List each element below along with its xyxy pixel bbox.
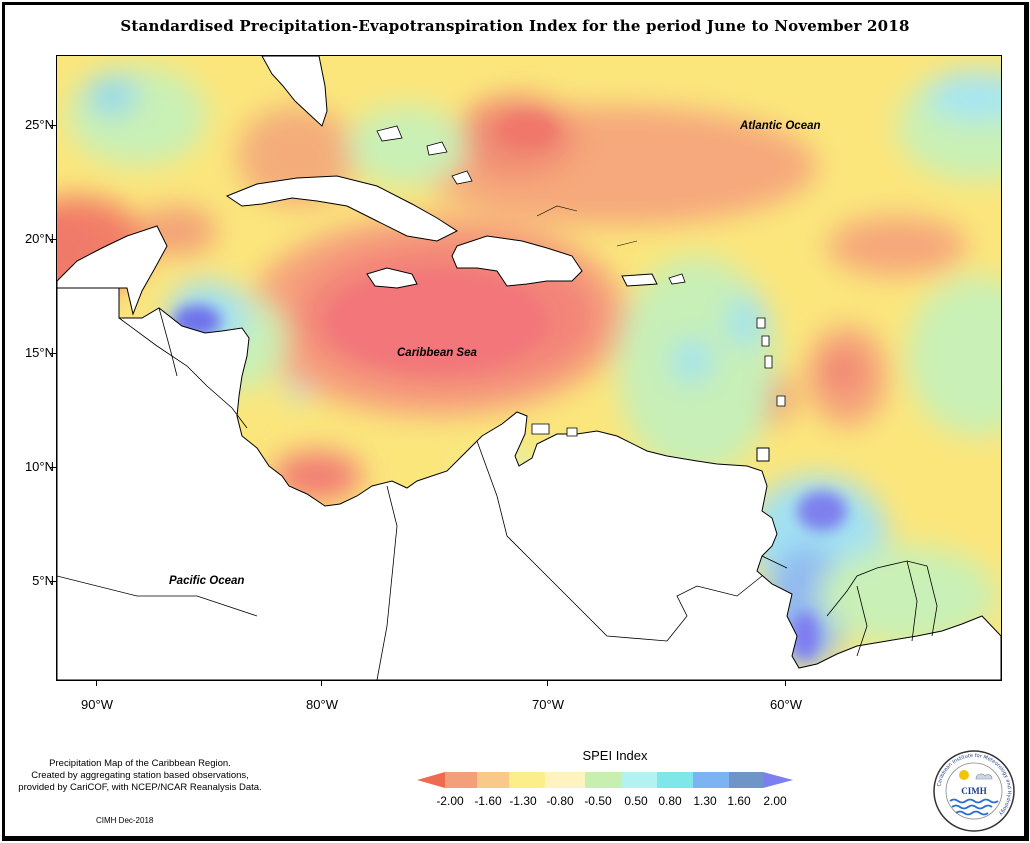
south-central-america <box>57 287 1001 680</box>
y-label-25n: 25°N <box>24 117 54 132</box>
sun-icon <box>959 770 969 780</box>
legend-arrow-high <box>763 772 793 788</box>
x-label-60w: 60°W <box>770 697 802 712</box>
hispaniola <box>451 235 583 287</box>
legend-swatch <box>585 772 621 788</box>
x-tick <box>547 680 548 686</box>
trinidad <box>756 447 770 462</box>
legend-swatch <box>477 772 509 788</box>
map-canvas <box>57 56 1001 680</box>
x-label-90w: 90°W <box>81 697 113 712</box>
x-label-80w: 80°W <box>306 697 338 712</box>
legend-arrow-low <box>417 772 445 788</box>
small-islands <box>376 125 786 437</box>
legend-break-label: 1.60 <box>727 794 751 808</box>
y-tick <box>50 239 56 240</box>
legend-title: SPEI Index <box>582 748 648 763</box>
footer-note-line: Created by aggregating station based obs… <box>31 770 249 781</box>
footer-note-line: provided by CariCOF, with NCEP/NCAR Rean… <box>18 782 262 793</box>
map-title: Standardised Precipitation-Evapotranspir… <box>120 17 910 35</box>
legend-break-label: 0.50 <box>624 794 648 808</box>
puerto-rico <box>621 273 658 287</box>
legend-break-label: -1.30 <box>509 794 537 808</box>
legend-break-label: -0.50 <box>584 794 612 808</box>
atlantic-ocean-label: Atlantic Ocean <box>740 120 821 132</box>
legend-labels: -2.00 -1.60 -1.30 -0.80 -0.50 0.50 0.80 … <box>420 794 790 810</box>
legend-break-label: -2.00 <box>436 794 464 808</box>
cuba <box>225 175 459 242</box>
spei-extremes <box>57 113 847 660</box>
y-label-15n: 15°N <box>24 345 54 360</box>
y-tick <box>50 353 56 354</box>
x-tick <box>96 680 97 686</box>
footer-note-line: Precipitation Map of the Caribbean Regio… <box>49 758 231 769</box>
legend-swatch <box>657 772 693 788</box>
pacific-ocean-label: Pacific Ocean <box>169 575 245 587</box>
legend-swatch <box>621 772 657 788</box>
jamaica <box>366 267 418 289</box>
legend-swatch <box>445 772 477 788</box>
legend-colorbar <box>417 772 793 788</box>
x-tick <box>785 680 786 686</box>
coast-lines <box>536 205 638 247</box>
legend-break-label: 2.00 <box>763 794 787 808</box>
credit-text: CIMH Dec-2018 <box>96 816 154 825</box>
legend-swatch <box>509 772 545 788</box>
footer-note: Precipitation Map of the Caribbean Regio… <box>5 758 275 794</box>
y-tick <box>50 467 56 468</box>
florida <box>261 56 328 127</box>
legend-swatch <box>693 772 729 788</box>
spei-map <box>56 55 1002 681</box>
y-label-20n: 20°N <box>24 231 54 246</box>
legend-swatch <box>729 772 763 788</box>
landmasses <box>57 56 1001 680</box>
cloud-icon <box>975 773 993 780</box>
y-tick <box>50 125 56 126</box>
legend-break-label: 1.30 <box>693 794 717 808</box>
cimh-logo: CIMH Caribbean Institute for Meteorology… <box>933 750 1015 832</box>
logo-text: CIMH <box>961 786 987 796</box>
y-label-10n: 10°N <box>24 459 54 474</box>
y-tick <box>50 581 56 582</box>
x-tick <box>321 680 322 686</box>
country-borders <box>57 307 938 680</box>
caribbean-sea-label: Caribbean Sea <box>397 347 477 359</box>
legend-break-label: -1.60 <box>474 794 502 808</box>
y-label-5n: 5°N <box>32 573 54 588</box>
legend-break-label: -0.80 <box>546 794 574 808</box>
legend-swatch <box>545 772 585 788</box>
legend-break-label: 0.80 <box>658 794 682 808</box>
x-label-70w: 70°W <box>532 697 564 712</box>
